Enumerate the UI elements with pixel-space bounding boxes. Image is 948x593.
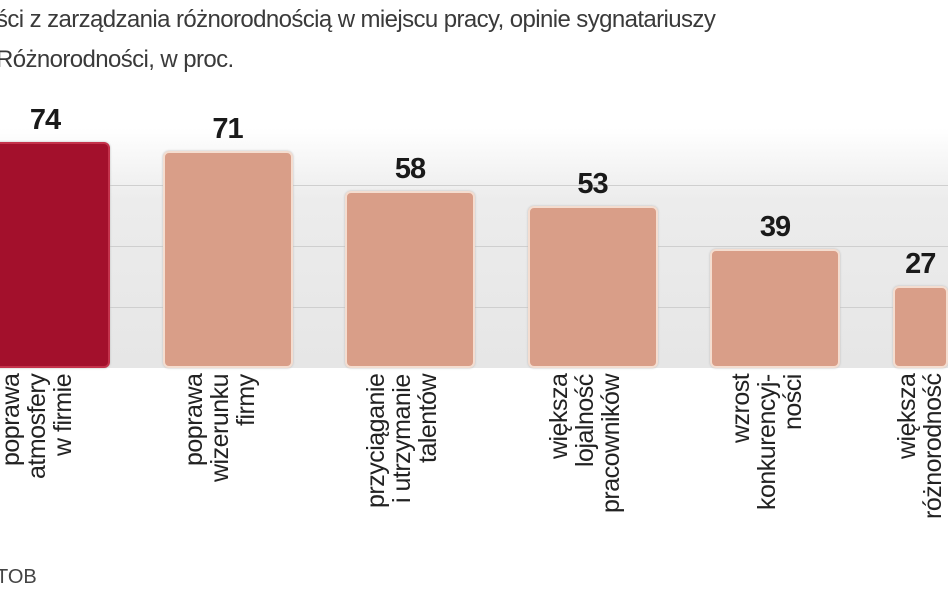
data-label: 27 [905, 247, 936, 280]
category-label: poprawa wizerunku firmy [179, 374, 260, 483]
chart-title-line-2: Różnorodności, w proc. [0, 46, 234, 73]
data-label: 74 [29, 104, 61, 137]
chart-title-line-1: ści z zarządzania różnorodnością w miejs… [0, 6, 716, 33]
category-label: przyciąganie i utrzymanie talentów [362, 374, 442, 509]
bar [0, 142, 110, 368]
data-label: 53 [577, 168, 608, 201]
data-label: 71 [212, 113, 243, 146]
bar [527, 206, 658, 368]
bar [345, 191, 475, 368]
bar [162, 151, 293, 368]
category-label: większa różnorodność [893, 374, 947, 520]
category-label: poprawa atmosfery w firmie [0, 374, 77, 480]
category-label: większa lojalność pracowników [544, 374, 625, 514]
bar [892, 285, 948, 368]
source-note: TOB [0, 566, 37, 588]
data-label: 58 [394, 153, 426, 186]
gridline [0, 185, 948, 186]
category-label: wzrost konkurencyj- ności [727, 374, 807, 510]
bar [710, 249, 840, 368]
data-label: 39 [759, 211, 791, 244]
